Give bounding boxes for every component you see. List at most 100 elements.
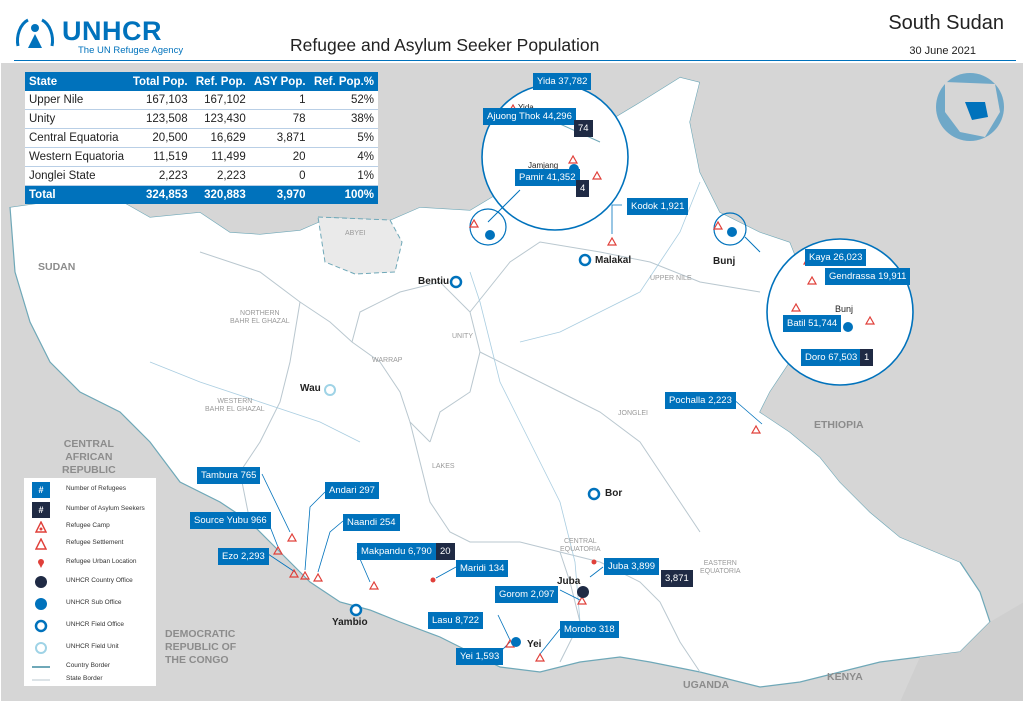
legend-item: UNHCR Field Unit [30, 639, 156, 657]
asylum-pamir[interactable]: 4 [576, 180, 590, 197]
legend-item: State Border [30, 671, 156, 689]
col-state: State [25, 72, 129, 91]
table-row: Western Equatoria 11,519 11,499 20 4% [25, 147, 378, 167]
unhcr-sub-office-icon [32, 596, 50, 612]
legend-item: UNHCR Field Office [30, 617, 156, 635]
abyei-area [317, 216, 403, 275]
logo-wordmark: UNHCR [62, 16, 162, 46]
asylum-ajuong-thok[interactable]: 74 [574, 120, 593, 137]
cell: 167,102 [191, 91, 250, 110]
population-table: State Total Pop. Ref. Pop. ASY Pop. Ref.… [25, 72, 378, 204]
refugee-urban-location-icon [32, 555, 50, 571]
unhcr-country-office-icon [32, 574, 50, 590]
cell: 38% [309, 109, 378, 129]
cell: 20,500 [128, 128, 192, 148]
label-doro[interactable]: Doro 67,503 [801, 349, 862, 366]
label-andari[interactable]: Andari 297 [325, 482, 379, 499]
label-juba[interactable]: Juba 3,899 [604, 558, 660, 575]
place-bunj-inset: Bunj [835, 304, 854, 314]
legend-label: Country Border [66, 662, 111, 669]
unhcr-emblem-icon [16, 18, 54, 48]
table-header-row: State Total Pop. Ref. Pop. ASY Pop. Ref.… [25, 72, 378, 91]
legend-label: UNHCR Country Office [66, 577, 133, 584]
header-divider [14, 60, 1016, 61]
country-title: South Sudan [888, 12, 1004, 34]
label-lasu[interactable]: Lasu 8,722 [428, 612, 484, 629]
asylum-makpandu[interactable]: 20 [436, 543, 455, 560]
legend-item: UNHCR Country Office [30, 573, 156, 591]
cell: 2,223 [128, 166, 192, 186]
cell: 320,883 [191, 185, 250, 204]
map-title: Refugee and Asylum Seeker Population [290, 35, 600, 55]
col-ref-pop: Ref. Pop. [191, 72, 250, 91]
label-kaya[interactable]: Kaya 26,023 [805, 249, 867, 266]
legend-item: # Number of Refugees [30, 481, 156, 499]
place-bor: Bor [605, 488, 623, 499]
region-lakes: LAKES [432, 463, 455, 470]
table-row: Upper Nile 167,103 167,102 1 52% [25, 91, 378, 110]
cell: 4% [309, 147, 378, 167]
region-unity: UNITY [452, 333, 473, 340]
label-pochalla[interactable]: Pochalla 2,223 [665, 392, 736, 409]
label-gendrassa[interactable]: Gendrassa 19,911 [825, 268, 911, 285]
unhcr-logo: UNHCR The UN Refugee Agency [14, 14, 194, 58]
label-gorom[interactable]: Gorom 2,097 [495, 586, 559, 603]
cell: Western Equatoria [25, 147, 129, 167]
legend-item: Country Border [30, 658, 156, 676]
cell: 167,103 [128, 91, 192, 110]
label-tambura[interactable]: Tambura 765 [197, 467, 261, 484]
label-kodok[interactable]: Kodok 1,921 [627, 198, 689, 215]
legend-item: # Number of Asylum Seekers [30, 501, 156, 519]
label-naandi[interactable]: Naandi 254 [343, 514, 400, 531]
region-warrap: WARRAP [372, 357, 403, 364]
unhcr-field-office-icon [32, 618, 50, 634]
cell: 3,871 [249, 128, 310, 148]
label-morobo[interactable]: Morobo 318 [560, 621, 619, 638]
region-central-equatoria: CENTRAL EQUATORIA [560, 538, 601, 553]
legend-label: Refugee Settlement [66, 539, 124, 546]
cell: 11,519 [128, 147, 192, 167]
refugee-camp-icon [32, 519, 50, 535]
label-pamir[interactable]: Pamir 41,352 [515, 169, 580, 186]
cell: 324,853 [128, 185, 192, 204]
asylum-juba[interactable]: 3,871 [661, 570, 693, 587]
cell: 16,629 [191, 128, 250, 148]
cell: 3,970 [249, 185, 310, 204]
legend-label: Refugee Urban Location [66, 558, 137, 565]
place-yei: Yei [527, 639, 542, 650]
label-batil[interactable]: Batil 51,744 [783, 315, 842, 332]
unhcr-field-unit-icon [32, 640, 50, 656]
place-yambio: Yambio [332, 617, 368, 628]
state-border-icon [32, 672, 50, 688]
cell: Central Equatoria [25, 128, 129, 148]
label-maridi[interactable]: Maridi 134 [456, 560, 509, 577]
cell: 20 [249, 147, 310, 167]
region-upper-nile: UPPER NILE [650, 275, 692, 282]
label-yei[interactable]: Yei 1,593 [456, 648, 504, 665]
label-ezo[interactable]: Ezo 2,293 [218, 548, 269, 565]
report-date: 30 June 2021 [909, 45, 976, 57]
logo-tagline: The UN Refugee Agency [78, 45, 184, 56]
label-yida[interactable]: Yida 37,782 [533, 73, 592, 90]
asylum-doro[interactable]: 1 [860, 349, 874, 366]
col-asy-pop: ASY Pop. [249, 72, 310, 91]
legend-label: UNHCR Field Office [66, 621, 125, 628]
label-ajuong-thok[interactable]: Ajuong Thok 44,296 [483, 108, 576, 125]
legend-label: State Border [66, 675, 103, 682]
label-makpandu[interactable]: Makpandu 6,790 [357, 543, 436, 560]
region-eastern-equatoria: EASTERN EQUATORIA [700, 560, 741, 575]
country-border-icon [32, 659, 50, 675]
legend-item: Refugee Camp [30, 518, 156, 536]
label-source-yubu[interactable]: Source Yubu 966 [190, 512, 271, 529]
legend-label: Refugee Camp [66, 522, 110, 529]
legend-item: UNHCR Sub Office [30, 595, 156, 613]
place-bunj: Bunj [713, 256, 736, 267]
state-borders [199, 241, 761, 673]
place-wau: Wau [300, 383, 321, 394]
legend-label: UNHCR Field Unit [66, 643, 119, 650]
cell: 52% [309, 91, 378, 110]
number-of-refugees-icon: # [32, 482, 50, 498]
country-label-sudan: SUDAN [38, 261, 76, 273]
country-label-car: CENTRAL AFRICAN REPUBLIC [62, 438, 116, 476]
number-of-asylum-seekers-icon: # [32, 502, 50, 518]
